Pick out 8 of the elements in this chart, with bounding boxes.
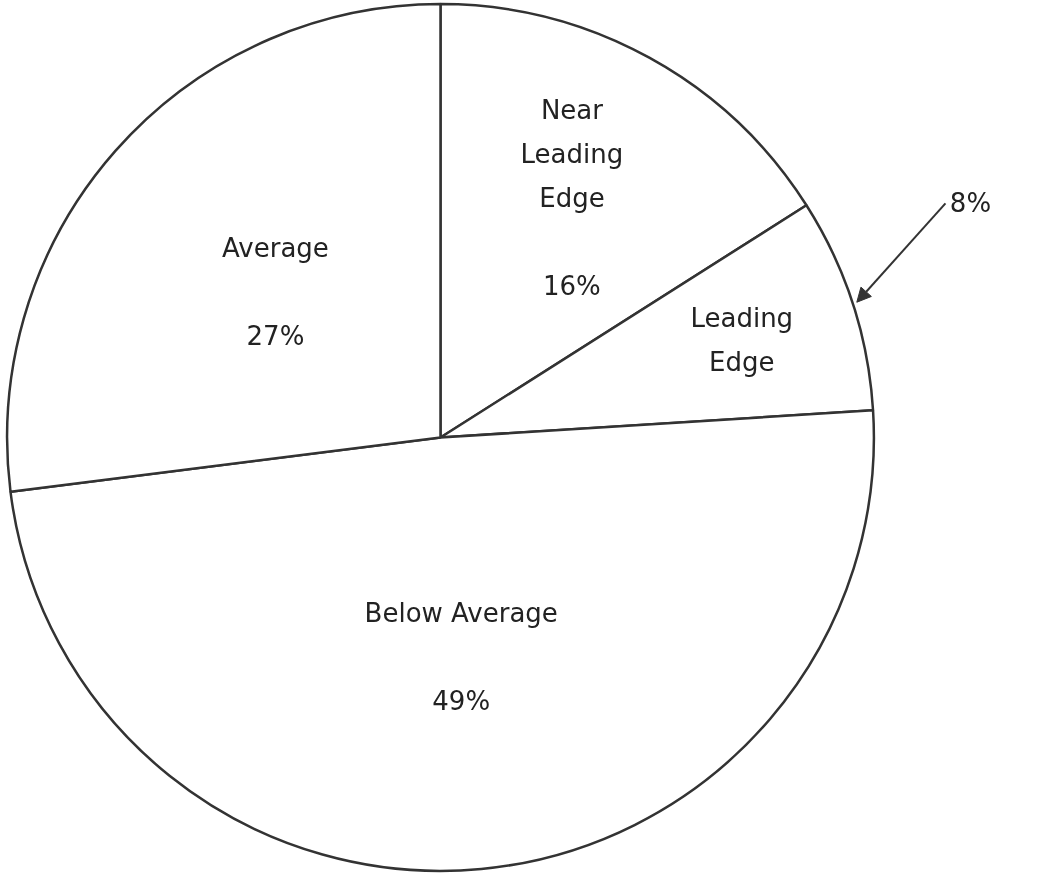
data-label: 49% xyxy=(432,685,491,716)
slice-label: Near Leading Edge xyxy=(520,95,624,214)
slice-label: Leading Edge xyxy=(690,302,794,377)
slice-label: Below Average xyxy=(364,597,558,628)
data-label: 27% xyxy=(246,321,305,352)
data-label: 8% xyxy=(949,188,992,219)
slice-label: Average xyxy=(222,233,329,264)
data-label: 16% xyxy=(543,271,601,302)
